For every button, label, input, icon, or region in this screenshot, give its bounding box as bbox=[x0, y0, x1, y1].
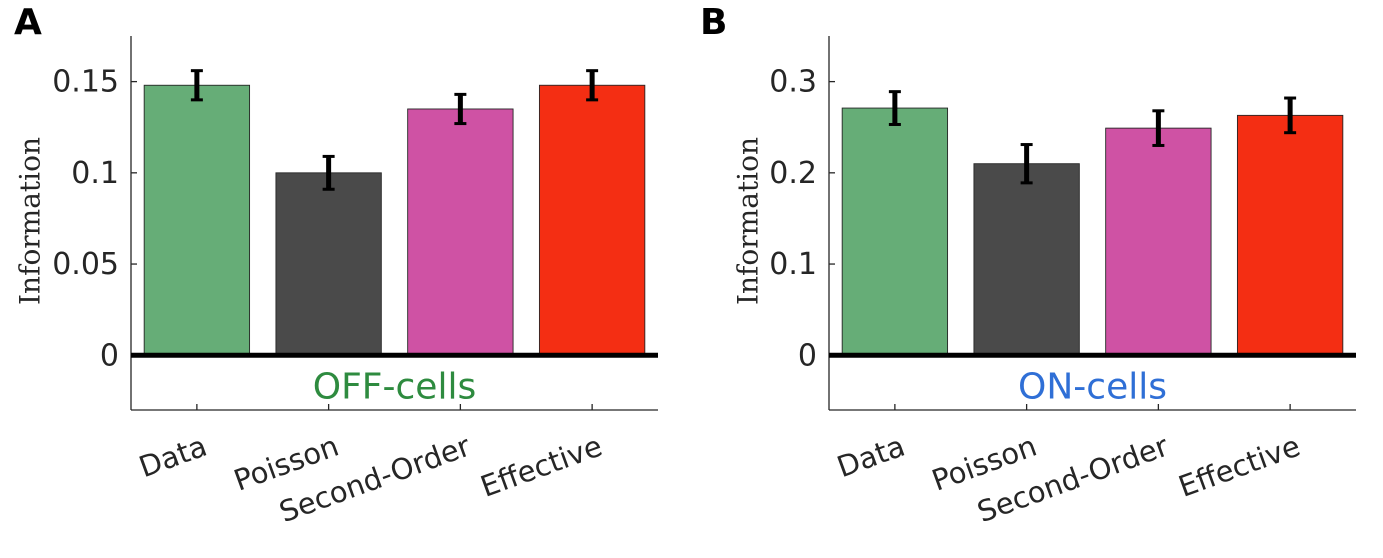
y-axis-title: Information bbox=[732, 137, 765, 305]
y-tick-label: 0.05 bbox=[52, 247, 119, 282]
cells-annotation: OFF-cells bbox=[313, 366, 476, 407]
y-tick-label: 0 bbox=[100, 338, 119, 373]
y-tick-label: 0.3 bbox=[769, 65, 817, 100]
y-tick-label: 0 bbox=[798, 338, 817, 373]
y-tick-label: 0.15 bbox=[52, 65, 119, 100]
y-tick-label: 0.2 bbox=[769, 156, 817, 191]
bar-poisson bbox=[275, 172, 382, 356]
panel-letter: B bbox=[700, 2, 727, 43]
bar-data bbox=[143, 84, 251, 356]
category-label-effective: Effective bbox=[1174, 429, 1305, 504]
panel-letter: A bbox=[14, 2, 42, 43]
cells-annotation: ON-cells bbox=[1018, 366, 1167, 407]
bar-second-order bbox=[407, 108, 514, 356]
category-label-data: Data bbox=[833, 429, 910, 485]
bar-poisson bbox=[973, 163, 1080, 356]
category-label-data: Data bbox=[135, 429, 212, 485]
bar-data bbox=[841, 107, 949, 356]
y-tick-label: 0.1 bbox=[769, 247, 817, 282]
bar-effective bbox=[538, 84, 646, 356]
category-label-effective: Effective bbox=[476, 429, 607, 504]
y-tick-label: 0.1 bbox=[71, 156, 119, 191]
y-axis-title: Information bbox=[14, 137, 47, 305]
bar-second-order bbox=[1105, 127, 1212, 356]
bar-effective bbox=[1236, 114, 1344, 356]
